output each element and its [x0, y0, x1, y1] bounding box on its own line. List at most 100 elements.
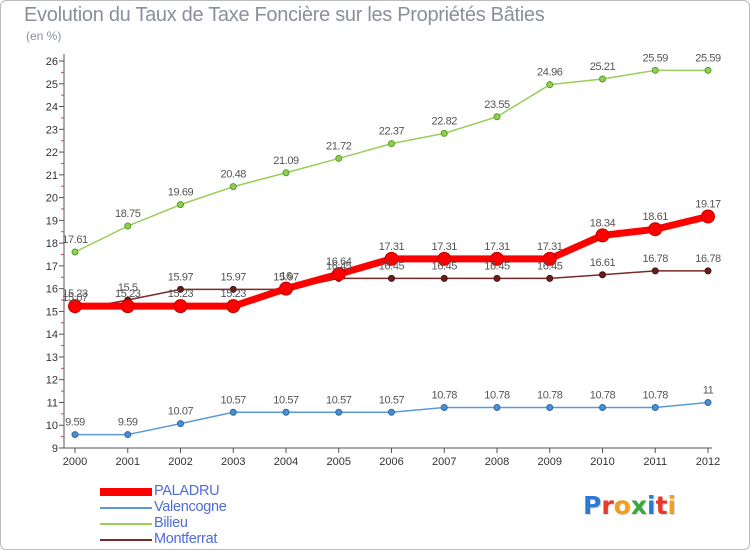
y-tick-label: 13	[46, 352, 58, 364]
data-point-valencogne	[229, 408, 237, 416]
logo-letter: i	[667, 491, 677, 520]
y-tick-label: 16	[46, 284, 58, 296]
legend-label: Montferrat	[154, 531, 218, 547]
y-tick-label: 26	[46, 56, 58, 68]
proxiti-logo: Proxiti	[583, 491, 676, 520]
data-point-bilieu	[493, 113, 501, 121]
data-label-montferrat: 16.61	[590, 257, 616, 269]
x-tick-label: 2006	[379, 456, 403, 468]
data-point-valencogne	[71, 431, 79, 439]
data-label-montferrat: 15.97	[168, 271, 194, 283]
series-paladru	[68, 209, 715, 314]
data-point-paladru	[701, 209, 715, 224]
data-point-paladru	[279, 281, 293, 296]
data-label-valencogne: 9.59	[65, 417, 85, 429]
data-label-paladru: 15.23	[220, 288, 246, 300]
data-label-montferrat: 16.45	[484, 260, 510, 272]
y-tick-label: 21	[46, 170, 58, 182]
logo-letter: o	[613, 491, 631, 520]
data-label-montferrat: 15.97	[220, 271, 246, 283]
chart-subtitle: (en %)	[26, 29, 62, 43]
data-label-bilieu: 21.09	[273, 155, 299, 167]
legend-label: PALADRU	[154, 483, 220, 499]
data-point-bilieu	[335, 154, 343, 162]
data-label-valencogne: 10.78	[431, 389, 457, 401]
data-point-paladru	[595, 228, 610, 243]
y-tick-label: 19	[46, 215, 58, 227]
x-tick-label: 2010	[590, 456, 614, 468]
data-point-valencogne	[177, 420, 184, 428]
data-label-bilieu: 24.96	[537, 67, 563, 79]
data-point-valencogne	[704, 398, 712, 406]
x-tick-label: 2011	[643, 456, 667, 468]
logo-letter: x	[630, 491, 647, 520]
data-point-montferrat	[546, 274, 554, 282]
x-tick-label: 2005	[327, 456, 351, 468]
data-point-valencogne	[651, 403, 659, 411]
data-label-bilieu: 20.48	[220, 169, 246, 181]
data-label-bilieu: 17.61	[62, 234, 88, 246]
data-label-paladru: 17.31	[431, 241, 457, 253]
data-label-valencogne: 10.57	[326, 394, 352, 406]
y-tick-label: 14	[46, 329, 58, 341]
data-point-bilieu	[704, 66, 712, 74]
data-label-montferrat: 16.78	[642, 253, 668, 265]
x-tick-label: 2004	[274, 456, 298, 468]
data-point-bilieu	[177, 201, 184, 209]
data-point-montferrat	[493, 274, 501, 282]
logo-letter: i	[647, 491, 656, 520]
logo-letter: P	[583, 491, 602, 520]
data-point-bilieu	[388, 140, 395, 148]
data-label-montferrat: 15.97	[273, 271, 299, 283]
data-label-bilieu: 19.69	[168, 187, 194, 199]
data-point-paladru	[68, 299, 82, 314]
data-point-montferrat	[388, 274, 395, 282]
data-point-valencogne	[124, 431, 132, 439]
legend-label: Valencogne	[154, 499, 227, 515]
data-label-paladru: 16	[280, 271, 292, 283]
data-label-bilieu: 25.59	[642, 52, 668, 64]
y-tick-label: 15	[46, 306, 58, 318]
data-point-montferrat	[229, 285, 237, 293]
data-point-bilieu	[229, 183, 237, 191]
y-tick-label: 24	[46, 102, 58, 114]
data-label-montferrat: 16.78	[695, 253, 721, 265]
data-label-montferrat: 16.45	[379, 260, 405, 272]
y-tick-label: 25	[46, 79, 58, 91]
data-label-valencogne: 10.78	[484, 389, 510, 401]
data-label-valencogne: 10.07	[168, 406, 194, 418]
data-point-paladru	[173, 299, 188, 314]
data-point-valencogne	[335, 408, 343, 416]
chart-title: Evolution du Taux de Taxe Foncière sur l…	[24, 4, 545, 26]
data-point-paladru	[542, 251, 557, 266]
data-label-montferrat: 16.45	[326, 260, 352, 272]
data-label-paladru: 15.23	[168, 288, 194, 300]
data-point-paladru	[226, 299, 241, 314]
data-point-valencogne	[546, 403, 554, 411]
x-tick-label: 2003	[221, 456, 245, 468]
logo-letter: t	[655, 491, 668, 520]
data-label-montferrat: 15.5	[118, 282, 138, 294]
legend-swatch	[100, 488, 152, 496]
x-tick-label: 2007	[432, 456, 456, 468]
data-label-bilieu: 22.37	[379, 126, 405, 138]
data-point-valencogne	[599, 403, 606, 411]
y-tick-label: 12	[46, 375, 58, 387]
data-label-montferrat: 16.45	[537, 260, 563, 272]
y-tick-label: 11	[47, 397, 58, 409]
data-point-valencogne	[388, 408, 395, 416]
data-point-paladru	[384, 251, 399, 266]
data-label-valencogne: 9.59	[118, 417, 138, 429]
data-label-bilieu: 23.55	[484, 99, 510, 111]
data-label-montferrat: 15.07	[62, 292, 88, 304]
data-point-montferrat	[599, 271, 606, 279]
series-bilieu	[71, 66, 712, 256]
logo-letter: r	[601, 491, 614, 520]
data-label-paladru: 18.61	[642, 211, 668, 223]
data-point-valencogne	[440, 403, 448, 411]
data-label-valencogne: 10.57	[273, 394, 299, 406]
legend-swatch	[100, 523, 152, 525]
legend-label: Bilieu	[154, 515, 188, 531]
